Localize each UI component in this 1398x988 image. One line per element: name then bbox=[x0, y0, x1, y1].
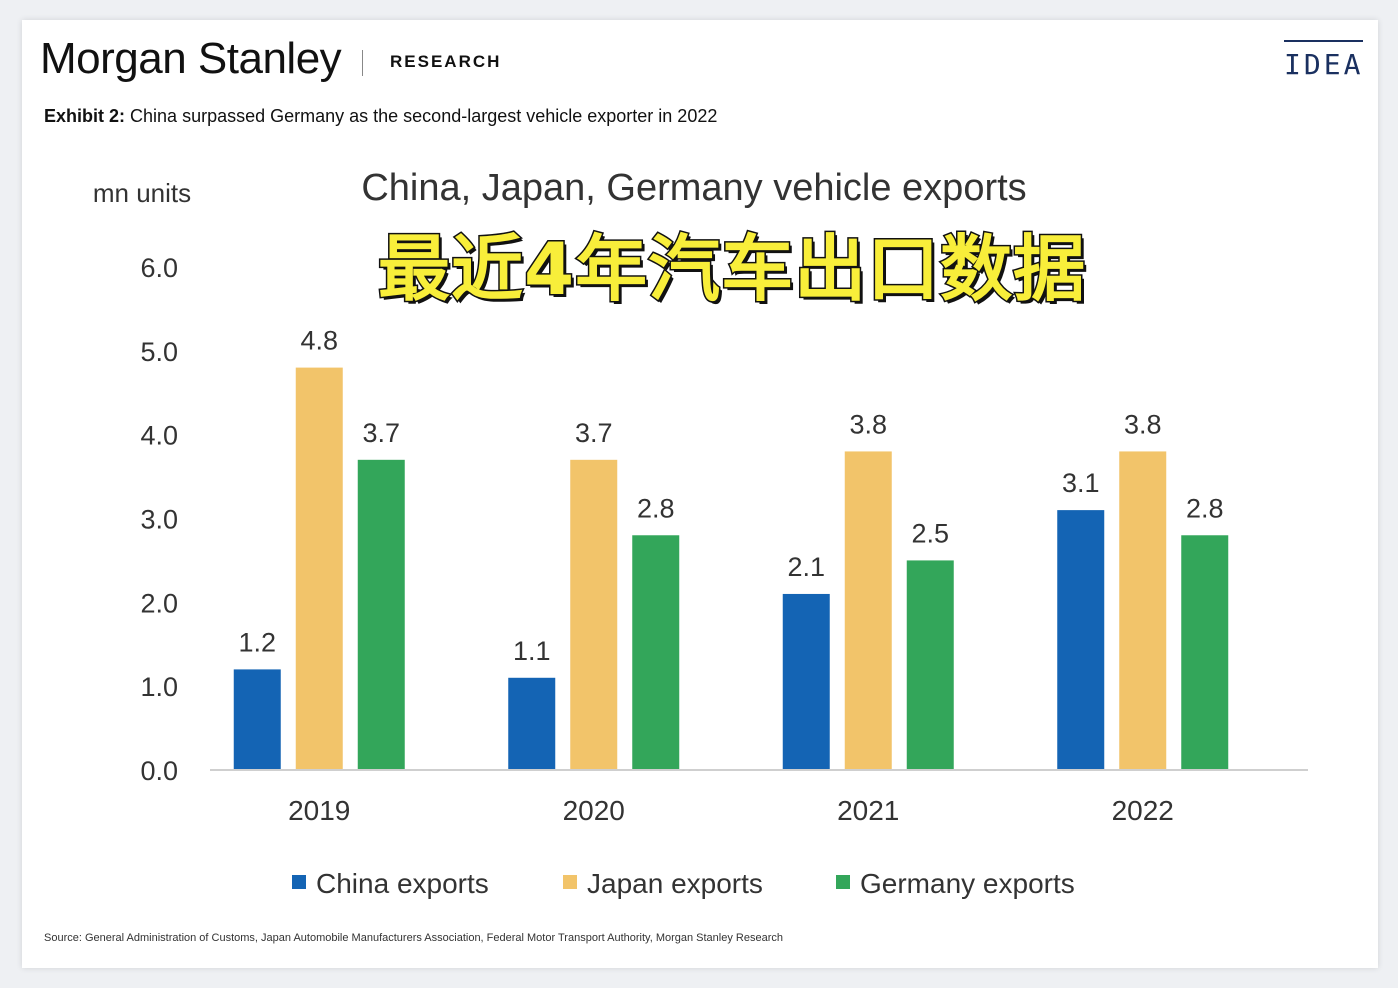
bars-layer bbox=[233, 367, 1229, 770]
legend: China exports Japan exports Germany export… bbox=[292, 868, 1075, 899]
chart-title: China, Japan, Germany vehicle exports bbox=[361, 167, 1026, 209]
bar-value-label: 2.8 bbox=[1186, 493, 1224, 523]
x-axis-ticks: 2019 2020 2021 2022 bbox=[288, 795, 1174, 826]
bar-value-label: 3.7 bbox=[575, 418, 613, 448]
y-tick-label: 6.0 bbox=[140, 253, 178, 283]
x-tick-label: 2022 bbox=[1112, 795, 1174, 826]
bar-value-label: 3.8 bbox=[849, 409, 887, 439]
y-axis-ticks: 0.0 1.0 2.0 3.0 4.0 5.0 6.0 bbox=[140, 253, 178, 786]
bar-china-exports-2020 bbox=[508, 677, 556, 770]
idea-badge: IDEA bbox=[1284, 40, 1364, 81]
legend-label: China exports bbox=[316, 868, 489, 899]
bar-germany-exports-2022 bbox=[1181, 535, 1229, 770]
source-note: Source: General Administration of Custom… bbox=[44, 932, 783, 944]
bar-germany-exports-2021 bbox=[906, 560, 954, 770]
bar-germany-exports-2019 bbox=[357, 459, 405, 770]
bar-value-label: 2.1 bbox=[787, 552, 825, 582]
bar-value-label: 1.2 bbox=[238, 627, 276, 657]
exhibit-caption: Exhibit 2: China surpassed Germany as th… bbox=[44, 106, 717, 127]
data-labels-layer: 1.2 4.8 3.7 1.1 3.7 2.8 2.1 3.8 2.5 3.1 3.8 2.8 bbox=[238, 326, 1223, 666]
bar-japan-exports-2019 bbox=[295, 367, 343, 770]
exhibit-label: Exhibit 2: bbox=[44, 106, 126, 126]
bar-value-label: 1.1 bbox=[513, 636, 551, 666]
y-tick-label: 0.0 bbox=[140, 756, 178, 786]
exhibit-text: China surpassed Germany as the second-la… bbox=[130, 106, 718, 126]
bar-value-label: 3.8 bbox=[1124, 409, 1162, 439]
legend-swatch bbox=[563, 875, 577, 889]
legend-label: Germany exports bbox=[860, 868, 1075, 899]
bar-china-exports-2021 bbox=[782, 593, 830, 770]
legend-swatch bbox=[836, 875, 850, 889]
x-tick-label: 2020 bbox=[563, 795, 625, 826]
legend-swatch bbox=[292, 875, 306, 889]
section-label: RESEARCH bbox=[390, 52, 502, 71]
legend-label: Japan exports bbox=[587, 868, 763, 899]
bar-value-label: 2.5 bbox=[911, 518, 949, 548]
brand-divider bbox=[362, 50, 363, 76]
bar-value-label: 2.8 bbox=[637, 493, 675, 523]
y-tick-label: 2.0 bbox=[140, 588, 178, 618]
y-tick-label: 4.0 bbox=[140, 421, 178, 451]
overlay-caption: 最近4年汽车出口数据 bbox=[376, 226, 1087, 313]
y-axis-label: mn units bbox=[93, 178, 191, 208]
bar-value-label: 3.7 bbox=[362, 418, 400, 448]
x-tick-label: 2021 bbox=[837, 795, 899, 826]
bar-value-label: 4.8 bbox=[300, 326, 338, 356]
bar-value-label: 3.1 bbox=[1062, 468, 1100, 498]
bar-china-exports-2022 bbox=[1057, 510, 1105, 770]
bar-japan-exports-2020 bbox=[570, 459, 618, 770]
bar-japan-exports-2021 bbox=[844, 451, 892, 770]
y-tick-label: 3.0 bbox=[140, 505, 178, 535]
bar-japan-exports-2022 bbox=[1119, 451, 1167, 770]
y-tick-label: 5.0 bbox=[140, 337, 178, 367]
brand-logo: Morgan Stanley bbox=[40, 34, 342, 83]
x-tick-label: 2019 bbox=[288, 795, 350, 826]
bar-germany-exports-2020 bbox=[632, 535, 680, 770]
y-tick-label: 1.0 bbox=[140, 672, 178, 702]
bar-china-exports-2019 bbox=[233, 669, 281, 770]
